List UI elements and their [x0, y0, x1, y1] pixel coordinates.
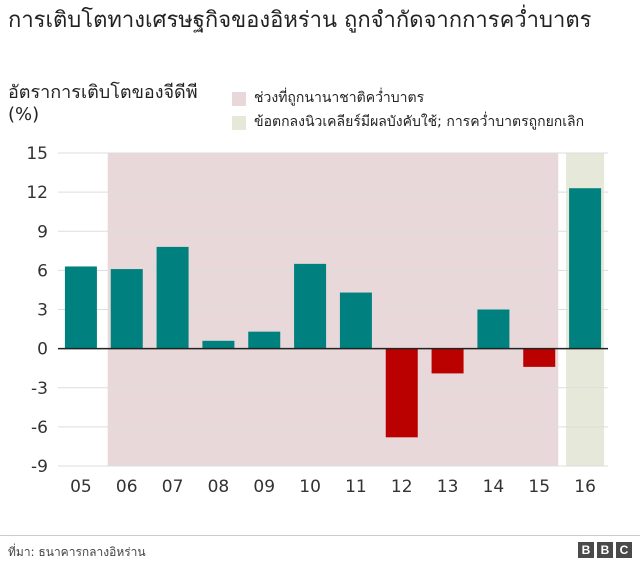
- bar-13: [431, 348, 464, 374]
- legend-item-sanctions: ช่วงที่ถูกนานาชาติคว่ำบาตร: [232, 90, 632, 107]
- y-axis-label: อัตราการเติบโตของจีดีพี (%): [8, 82, 198, 125]
- y-tick-label: -9: [31, 457, 48, 477]
- legend-item-nuclear-deal: ข้อตกลงนิวเคลียร์มีผลบังคับใช้; การคว่ำบ…: [232, 114, 632, 131]
- y-tick-label: 15: [26, 144, 48, 164]
- x-tick-label: 07: [162, 477, 184, 497]
- x-tick-label: 05: [70, 477, 92, 497]
- y-tick-label: 0: [37, 340, 48, 360]
- legend-label-nuclear-deal: ข้อตกลงนิวเคลียร์มีผลบังคับใช้; การคว่ำบ…: [254, 114, 585, 130]
- bar-14: [477, 309, 510, 349]
- legend-label-sanctions: ช่วงที่ถูกนานาชาติคว่ำบาตร: [254, 90, 425, 106]
- x-tick-label: 15: [528, 477, 550, 497]
- source-note: ที่มา: ธนาคารกลางอิหร่าน: [8, 545, 146, 559]
- bar-07: [156, 246, 189, 349]
- bar-05: [64, 266, 97, 349]
- footer-divider: [0, 535, 640, 536]
- y-tick-label: 12: [26, 183, 48, 203]
- bar-06: [110, 269, 143, 349]
- chart-title: การเติบโตทางเศรษฐกิจของอิหร่าน ถูกจำกัดจ…: [8, 8, 592, 33]
- x-tick-label: 11: [345, 477, 367, 497]
- x-tick-label: 10: [299, 477, 321, 497]
- x-tick-label: 16: [574, 477, 596, 497]
- x-tick-label: 08: [208, 477, 230, 497]
- bar-08: [202, 340, 235, 349]
- bar-15: [523, 348, 556, 367]
- legend-swatch-nuclear-deal: [232, 116, 246, 130]
- bbc-logo-letter: C: [616, 542, 632, 558]
- legend-swatch-sanctions: [232, 92, 246, 106]
- legend: ช่วงที่ถูกนานาชาติคว่ำบาตร ข้อตกลงนิวเคล…: [232, 90, 632, 138]
- x-tick-label: 06: [116, 477, 138, 497]
- bbc-logo: B B C: [578, 542, 632, 558]
- bar-09: [248, 331, 281, 349]
- bar-12: [385, 348, 418, 438]
- bar-16: [569, 188, 602, 349]
- bbc-logo-letter: B: [597, 542, 613, 558]
- y-tick-label: -6: [31, 418, 48, 438]
- bbc-logo-letter: B: [578, 542, 594, 558]
- bar-10: [294, 263, 327, 349]
- y-tick-label: 9: [37, 222, 48, 242]
- y-tick-label: 6: [37, 261, 48, 281]
- bar-11: [339, 292, 372, 349]
- x-tick-label: 09: [253, 477, 275, 497]
- x-tick-label: 14: [483, 477, 505, 497]
- y-tick-label: 3: [37, 301, 48, 321]
- y-tick-label: -3: [31, 379, 48, 399]
- x-tick-label: 13: [437, 477, 459, 497]
- x-tick-label: 12: [391, 477, 413, 497]
